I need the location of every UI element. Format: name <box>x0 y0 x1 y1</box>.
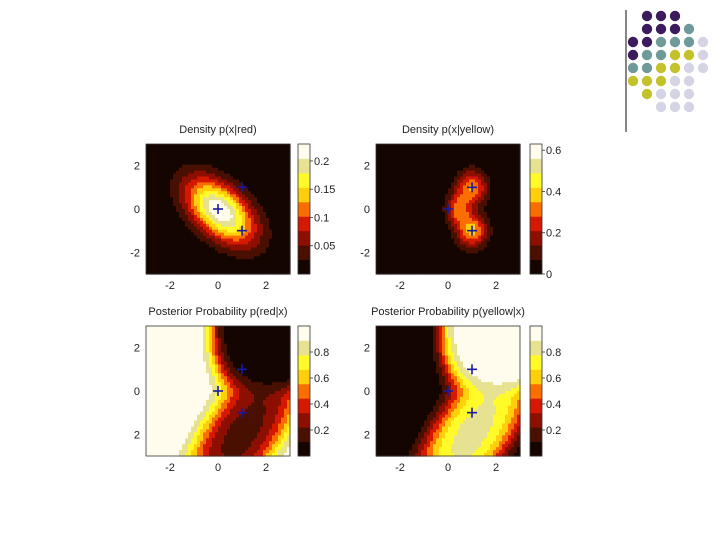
decor-dot <box>641 75 653 87</box>
decor-dot <box>641 10 653 22</box>
decor-dot <box>655 75 667 87</box>
decor-dot <box>697 49 709 61</box>
decor-dot <box>669 101 681 113</box>
decor-dot <box>655 101 667 113</box>
decor-dot <box>627 75 639 87</box>
decor-dot <box>683 23 695 35</box>
decor-dot <box>641 36 653 48</box>
decor-dot <box>627 36 639 48</box>
decor-dot <box>641 62 653 74</box>
decor-dot <box>683 75 695 87</box>
decor-dot <box>669 88 681 100</box>
decor-dot <box>683 101 695 113</box>
decor-dot <box>655 36 667 48</box>
decor-dot <box>641 23 653 35</box>
decor-dot <box>669 10 681 22</box>
decor-dot <box>669 49 681 61</box>
decor-dot <box>669 36 681 48</box>
decor-dot <box>655 62 667 74</box>
decor-dot <box>683 62 695 74</box>
decor-dot <box>669 62 681 74</box>
decor-dot <box>655 88 667 100</box>
decor-dot <box>683 36 695 48</box>
decor-dot <box>669 23 681 35</box>
decor-dot <box>655 23 667 35</box>
decor-dot <box>641 88 653 100</box>
decor-dot <box>683 88 695 100</box>
decor-dot <box>697 62 709 74</box>
decor-dot <box>683 49 695 61</box>
decor-dot <box>697 36 709 48</box>
decor-dot <box>641 49 653 61</box>
decor-dot <box>669 75 681 87</box>
decor-dot <box>627 49 639 61</box>
decor-dot <box>655 49 667 61</box>
decor-dot <box>627 62 639 74</box>
decor-dot <box>655 10 667 22</box>
